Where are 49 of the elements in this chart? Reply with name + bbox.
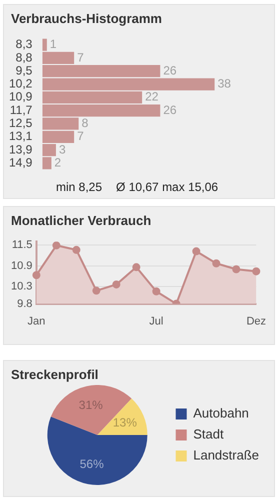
data-label: 26 bbox=[163, 102, 177, 117]
chart-title: Monatlicher Verbrauch bbox=[11, 213, 152, 228]
y-tick-label: 10,2 bbox=[8, 76, 33, 91]
data-label: 38 bbox=[218, 76, 232, 91]
data-label: 7 bbox=[77, 129, 84, 144]
y-tick-label: 9,5 bbox=[16, 63, 33, 78]
point bbox=[92, 286, 100, 295]
x-tick-label: Jan bbox=[28, 315, 46, 328]
point bbox=[212, 259, 220, 268]
point bbox=[232, 265, 240, 274]
y-tick-label: 11.5 bbox=[12, 239, 32, 252]
data-label: 22 bbox=[145, 90, 159, 104]
data-label: 13% bbox=[112, 415, 138, 430]
data-label: 2 bbox=[54, 156, 62, 170]
data-label: 8 bbox=[82, 116, 89, 130]
legend-label: Landstraße bbox=[193, 448, 260, 463]
point bbox=[32, 271, 40, 280]
text: min 8,25 bbox=[56, 180, 102, 194]
y-tick-label: 14,9 bbox=[8, 156, 33, 170]
y-tick-label: 8,8 bbox=[16, 50, 33, 64]
y-tick-label: 11,7 bbox=[10, 102, 33, 117]
data-label: 3 bbox=[58, 142, 66, 156]
text: Ø 10,67 max 15,06 bbox=[116, 180, 218, 194]
data-label: 56% bbox=[80, 456, 104, 471]
data-label: 26 bbox=[163, 63, 177, 78]
data-label: 31% bbox=[78, 398, 104, 412]
point bbox=[52, 242, 60, 250]
y-tick-label: 13,1 bbox=[8, 129, 33, 144]
chart-title: Streckenprofil bbox=[11, 367, 100, 382]
chart-title: Verbrauchs-Histogramm bbox=[11, 11, 163, 26]
point bbox=[112, 280, 120, 288]
legend-label: Stadt bbox=[193, 426, 224, 442]
point bbox=[132, 263, 140, 272]
point bbox=[252, 267, 260, 276]
y-tick-label: 13,9 bbox=[8, 142, 33, 156]
data-label: 7 bbox=[77, 50, 84, 64]
point bbox=[192, 247, 200, 256]
x-tick-label: Jul bbox=[149, 315, 164, 328]
y-tick-label: 10.3 bbox=[10, 280, 32, 293]
y-tick-label: 8,3 bbox=[16, 37, 33, 52]
point bbox=[152, 287, 160, 296]
y-tick-label: 12,5 bbox=[8, 116, 33, 130]
y-tick-label: 10,9 bbox=[8, 90, 33, 104]
y-tick-label: 9.8 bbox=[17, 298, 32, 310]
point bbox=[72, 246, 80, 254]
data-label: 1 bbox=[50, 37, 57, 52]
y-tick-label: 10.9 bbox=[10, 260, 32, 272]
legend-label: Autobahn bbox=[193, 406, 249, 421]
x-tick-label: Dez bbox=[246, 315, 266, 328]
